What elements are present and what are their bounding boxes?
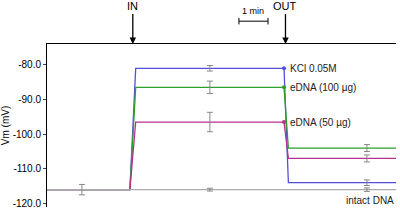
svg-text:-100.0: -100.0 (13, 129, 42, 140)
svg-text:-90.0: -90.0 (18, 94, 41, 105)
svg-text:1 min: 1 min (242, 6, 264, 16)
svg-text:IN: IN (127, 0, 138, 12)
svg-text:-80.0: -80.0 (18, 59, 41, 70)
svg-text:OUT: OUT (273, 0, 297, 12)
svg-text:-110.0: -110.0 (13, 163, 41, 174)
svg-text:eDNA (50 µg): eDNA (50 µg) (290, 117, 351, 128)
svg-text:intact DNA: intact DNA (346, 195, 394, 206)
svg-text:Vm (mV): Vm (mV) (0, 106, 11, 145)
svg-text:eDNA (100 µg): eDNA (100 µg) (290, 82, 356, 93)
svg-text:KCl 0.05M: KCl 0.05M (290, 63, 337, 74)
svg-text:-120.0: -120.0 (13, 198, 42, 209)
